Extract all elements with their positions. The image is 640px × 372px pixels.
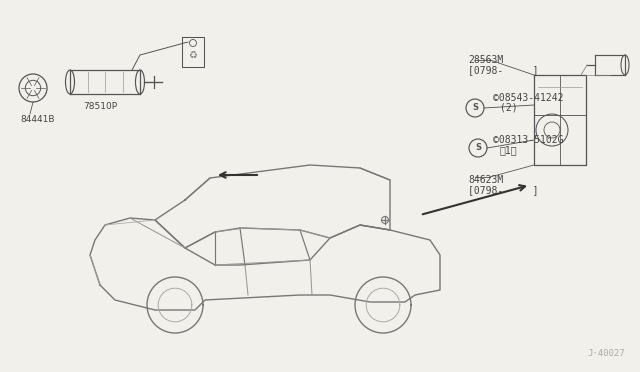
Text: 84623M: 84623M	[468, 175, 503, 185]
Text: 84441B: 84441B	[20, 115, 54, 124]
Text: （1）: （1）	[500, 145, 518, 155]
Text: ♻: ♻	[189, 50, 197, 60]
Text: S: S	[475, 144, 481, 153]
Text: ©08313-5102G: ©08313-5102G	[493, 135, 563, 145]
Text: [0798-     ]: [0798- ]	[468, 185, 538, 195]
Text: S: S	[472, 103, 478, 112]
Text: 78510P: 78510P	[83, 102, 117, 111]
Text: (2): (2)	[500, 103, 518, 113]
Text: [0798-     ]: [0798- ]	[468, 65, 538, 75]
Text: J·40027: J·40027	[588, 349, 625, 358]
Text: 28563M: 28563M	[468, 55, 503, 65]
Text: ©08543-41242: ©08543-41242	[493, 93, 563, 103]
